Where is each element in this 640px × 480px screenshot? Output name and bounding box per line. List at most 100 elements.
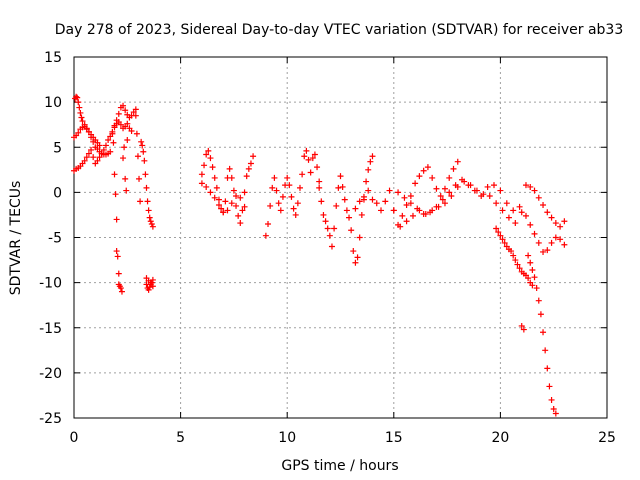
data-point <box>544 209 551 216</box>
data-point <box>544 365 551 372</box>
data-point <box>233 202 240 209</box>
data-point <box>508 248 515 255</box>
data-point <box>433 203 440 210</box>
data-point <box>407 192 414 199</box>
data-point <box>77 109 84 116</box>
data-point <box>501 239 508 246</box>
data-point <box>497 187 504 194</box>
data-point <box>230 187 237 194</box>
data-point <box>535 297 542 304</box>
data-point <box>85 150 92 157</box>
data-point <box>537 311 544 318</box>
y-tick-label: -20 <box>39 366 62 382</box>
data-point <box>465 182 472 189</box>
data-point <box>311 151 318 158</box>
data-point <box>83 154 90 161</box>
data-point <box>540 202 547 209</box>
data-point <box>211 194 218 201</box>
data-point <box>561 218 568 225</box>
data-point <box>527 221 534 228</box>
data-point <box>522 212 529 219</box>
data-point <box>207 155 214 162</box>
data-point <box>121 144 128 151</box>
data-point <box>209 164 216 171</box>
data-point <box>140 148 147 155</box>
data-point <box>142 171 149 178</box>
data-point <box>269 184 276 191</box>
data-point <box>203 183 210 190</box>
data-point <box>220 209 227 216</box>
data-point <box>520 326 527 333</box>
data-point <box>540 248 547 255</box>
data-point <box>369 153 376 160</box>
data-point <box>514 261 521 268</box>
data-point <box>420 211 427 218</box>
data-point <box>512 257 519 264</box>
data-point <box>76 104 83 111</box>
data-point <box>275 200 282 207</box>
data-point <box>420 167 427 174</box>
data-point <box>132 112 139 119</box>
x-tick-labels: 0 5 10 15 20 25 <box>70 430 616 446</box>
data-point <box>115 110 122 117</box>
data-point <box>414 205 421 212</box>
x-tick-label: 10 <box>278 430 296 446</box>
data-point <box>354 254 361 261</box>
data-point <box>518 209 525 216</box>
data-point <box>531 274 538 281</box>
data-point <box>339 183 346 190</box>
data-point <box>122 175 129 182</box>
data-point <box>356 234 363 241</box>
data-point <box>134 153 141 160</box>
data-point <box>146 214 153 221</box>
data-point <box>358 211 365 218</box>
data-point <box>484 183 491 190</box>
data-point <box>495 229 502 236</box>
data-point <box>105 137 112 144</box>
data-point <box>510 207 517 214</box>
data-point <box>235 212 242 219</box>
data-point <box>75 99 82 106</box>
data-point <box>201 162 208 169</box>
data-point <box>149 223 156 230</box>
data-point <box>78 114 85 121</box>
data-point <box>81 157 88 164</box>
data-point <box>535 239 542 246</box>
data-point <box>237 194 244 201</box>
data-point <box>100 146 107 153</box>
data-point <box>123 187 130 194</box>
data-point <box>390 207 397 214</box>
data-point <box>527 259 534 266</box>
data-point <box>228 174 235 181</box>
data-point <box>331 225 338 232</box>
data-point <box>74 94 81 101</box>
data-point <box>107 148 114 155</box>
data-point <box>79 118 86 125</box>
data-point <box>124 120 131 127</box>
data-point <box>542 347 549 354</box>
data-point <box>113 216 120 223</box>
data-point <box>314 164 321 171</box>
data-point <box>307 169 314 176</box>
data-point <box>540 329 547 336</box>
data-point <box>550 405 557 412</box>
data-point <box>247 160 254 167</box>
data-point <box>535 194 542 201</box>
data-point <box>356 198 363 205</box>
data-points <box>71 93 568 417</box>
data-point <box>90 154 97 161</box>
data-point <box>316 178 323 185</box>
data-point <box>386 187 393 194</box>
data-point <box>88 146 95 153</box>
data-point <box>271 174 278 181</box>
data-point <box>324 225 331 232</box>
data-point <box>552 410 559 417</box>
y-tick-labels: 15 10 5 0 -5 -10 -15 -20 -25 <box>39 50 62 427</box>
data-point <box>446 174 453 181</box>
data-point <box>322 218 329 225</box>
data-point <box>205 147 212 154</box>
data-point <box>113 248 120 255</box>
data-point <box>557 223 564 230</box>
data-point <box>522 182 529 189</box>
y-axis-title: SDTVAR / TECUs <box>8 181 24 296</box>
